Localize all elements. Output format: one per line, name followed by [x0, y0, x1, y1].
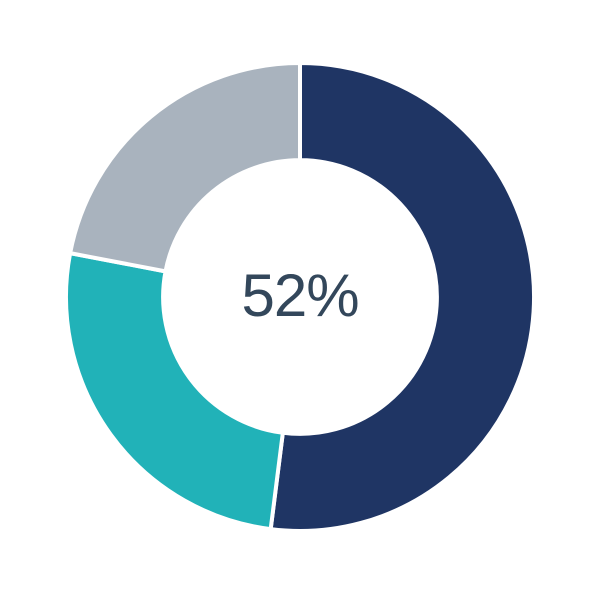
donut-center-label: 52% [241, 261, 359, 329]
donut-segment-gray-segment [68, 61, 302, 274]
donut-segment-navy-segment [268, 61, 537, 533]
donut-segment-teal-segment [64, 251, 285, 532]
